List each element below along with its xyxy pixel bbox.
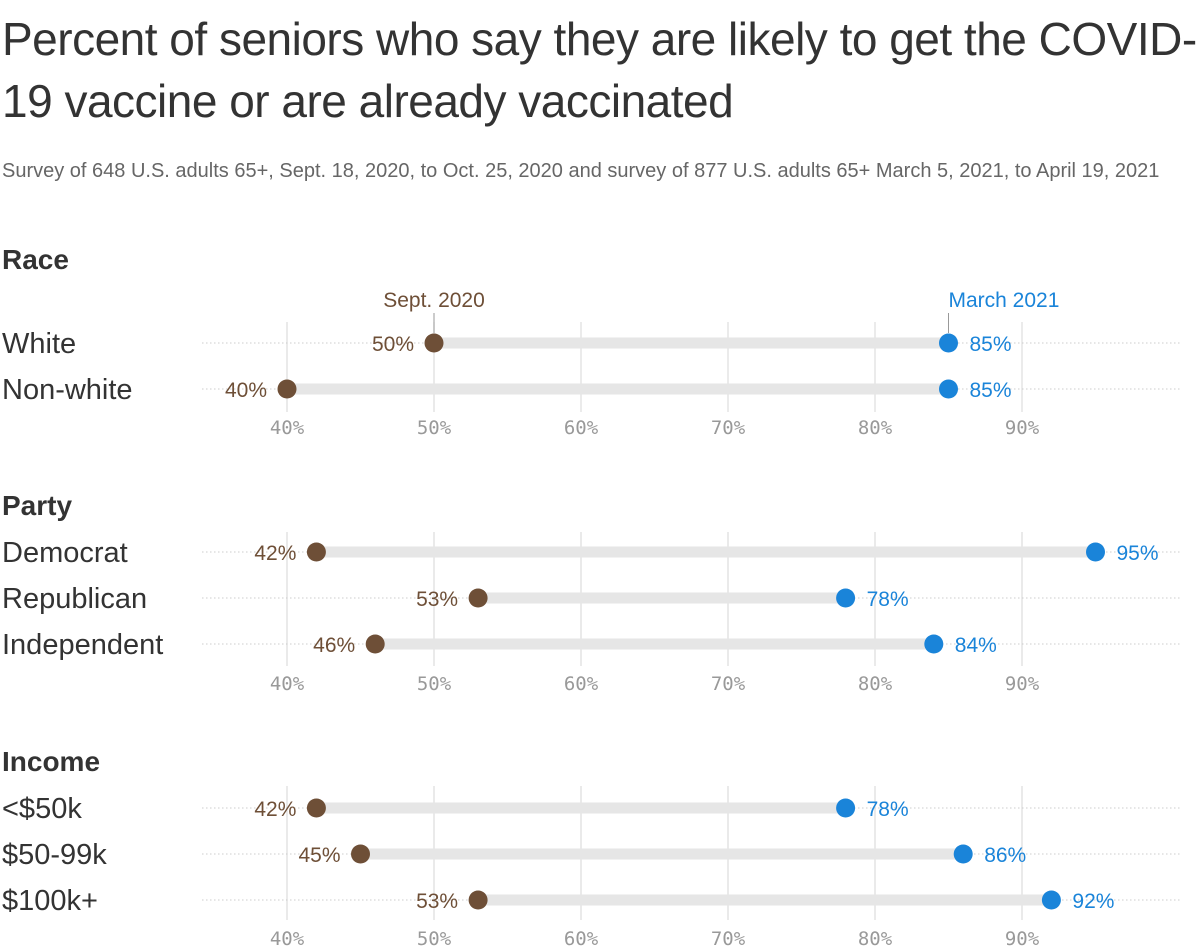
tick-label: 40% xyxy=(270,673,305,695)
legend-sept-2020: Sept. 2020 xyxy=(383,289,485,312)
tick-label: 50% xyxy=(417,673,452,695)
sept-2020-value-label: 40% xyxy=(225,379,267,402)
row-label: $100k+ xyxy=(2,885,98,917)
march-2021-value-label: 85% xyxy=(970,379,1012,402)
group-party: Party 40% 50% 60% 70% 80% 90% Democrat 42% 95% Rep… xyxy=(2,490,1180,695)
sept-2020-point xyxy=(468,588,488,608)
sept-2020-point xyxy=(277,379,297,399)
row-label: Democrat xyxy=(2,537,128,569)
march-2021-point xyxy=(924,634,944,654)
row-label: $50-99k xyxy=(2,839,107,871)
march-2021-point xyxy=(939,379,958,399)
tick-label: 50% xyxy=(417,928,452,950)
row-label: Republican xyxy=(2,583,147,615)
tick-label: 50% xyxy=(417,417,452,439)
tick-label: 40% xyxy=(270,928,305,950)
sept-2020-point xyxy=(424,333,444,353)
tick-label: 60% xyxy=(564,673,599,695)
sept-2020-point xyxy=(306,542,326,562)
sept-2020-point xyxy=(306,798,326,818)
section-title: Party xyxy=(2,490,72,521)
tick-label: 90% xyxy=(1005,928,1040,950)
group-race: Race 40% 50% 60% 70% 80% 90% White 50% 85% Non-whi… xyxy=(2,244,1180,439)
tick-label: 60% xyxy=(564,417,599,439)
row-label: Non-white xyxy=(2,374,133,406)
march-2021-point xyxy=(1086,542,1105,562)
row-label: <$50k xyxy=(2,793,82,825)
section-title: Race xyxy=(2,244,69,275)
section-title: Income xyxy=(2,746,100,777)
tick-label: 60% xyxy=(564,928,599,950)
row-label: Independent xyxy=(2,629,163,661)
tick-label: 80% xyxy=(858,417,893,439)
sept-2020-value-label: 46% xyxy=(313,634,355,657)
group-income: Income 40% 50% 60% 70% 80% 90% <$50k 42% 78% $50-9… xyxy=(2,746,1180,950)
tick-label: 40% xyxy=(270,417,305,439)
tick-label: 70% xyxy=(711,673,746,695)
march-2021-value-label: 95% xyxy=(1117,542,1159,565)
march-2021-value-label: 78% xyxy=(867,798,909,821)
tick-label: 80% xyxy=(858,928,893,950)
sept-2020-point xyxy=(351,844,370,864)
march-2021-value-label: 92% xyxy=(1072,890,1114,913)
tick-label: 90% xyxy=(1005,673,1040,695)
sept-2020-value-label: 50% xyxy=(372,333,414,356)
sept-2020-point xyxy=(468,890,488,910)
march-2021-point xyxy=(1041,890,1061,910)
tick-label: 70% xyxy=(711,417,746,439)
chart-title: Percent of seniors who say they are like… xyxy=(2,13,1197,127)
march-2021-value-label: 84% xyxy=(955,634,997,657)
sept-2020-value-label: 53% xyxy=(416,588,458,611)
march-2021-point xyxy=(836,588,856,608)
sept-2020-value-label: 45% xyxy=(298,844,340,867)
march-2021-value-label: 78% xyxy=(867,588,909,611)
tick-label: 90% xyxy=(1005,417,1040,439)
legend-march-2021: March 2021 xyxy=(949,289,1060,312)
sept-2020-value-label: 42% xyxy=(254,798,296,821)
sept-2020-value-label: 42% xyxy=(254,542,296,565)
march-2021-point xyxy=(953,844,973,864)
sept-2020-value-label: 53% xyxy=(416,890,458,913)
march-2021-value-label: 86% xyxy=(984,844,1026,867)
march-2021-point xyxy=(939,333,958,353)
tick-label: 80% xyxy=(858,673,893,695)
chart-subtitle: Survey of 648 U.S. adults 65+, Sept. 18,… xyxy=(2,160,1160,182)
march-2021-value-label: 85% xyxy=(970,333,1012,356)
tick-label: 70% xyxy=(711,928,746,950)
sept-2020-point xyxy=(365,634,385,654)
march-2021-point xyxy=(836,798,856,818)
row-label: White xyxy=(2,328,76,360)
